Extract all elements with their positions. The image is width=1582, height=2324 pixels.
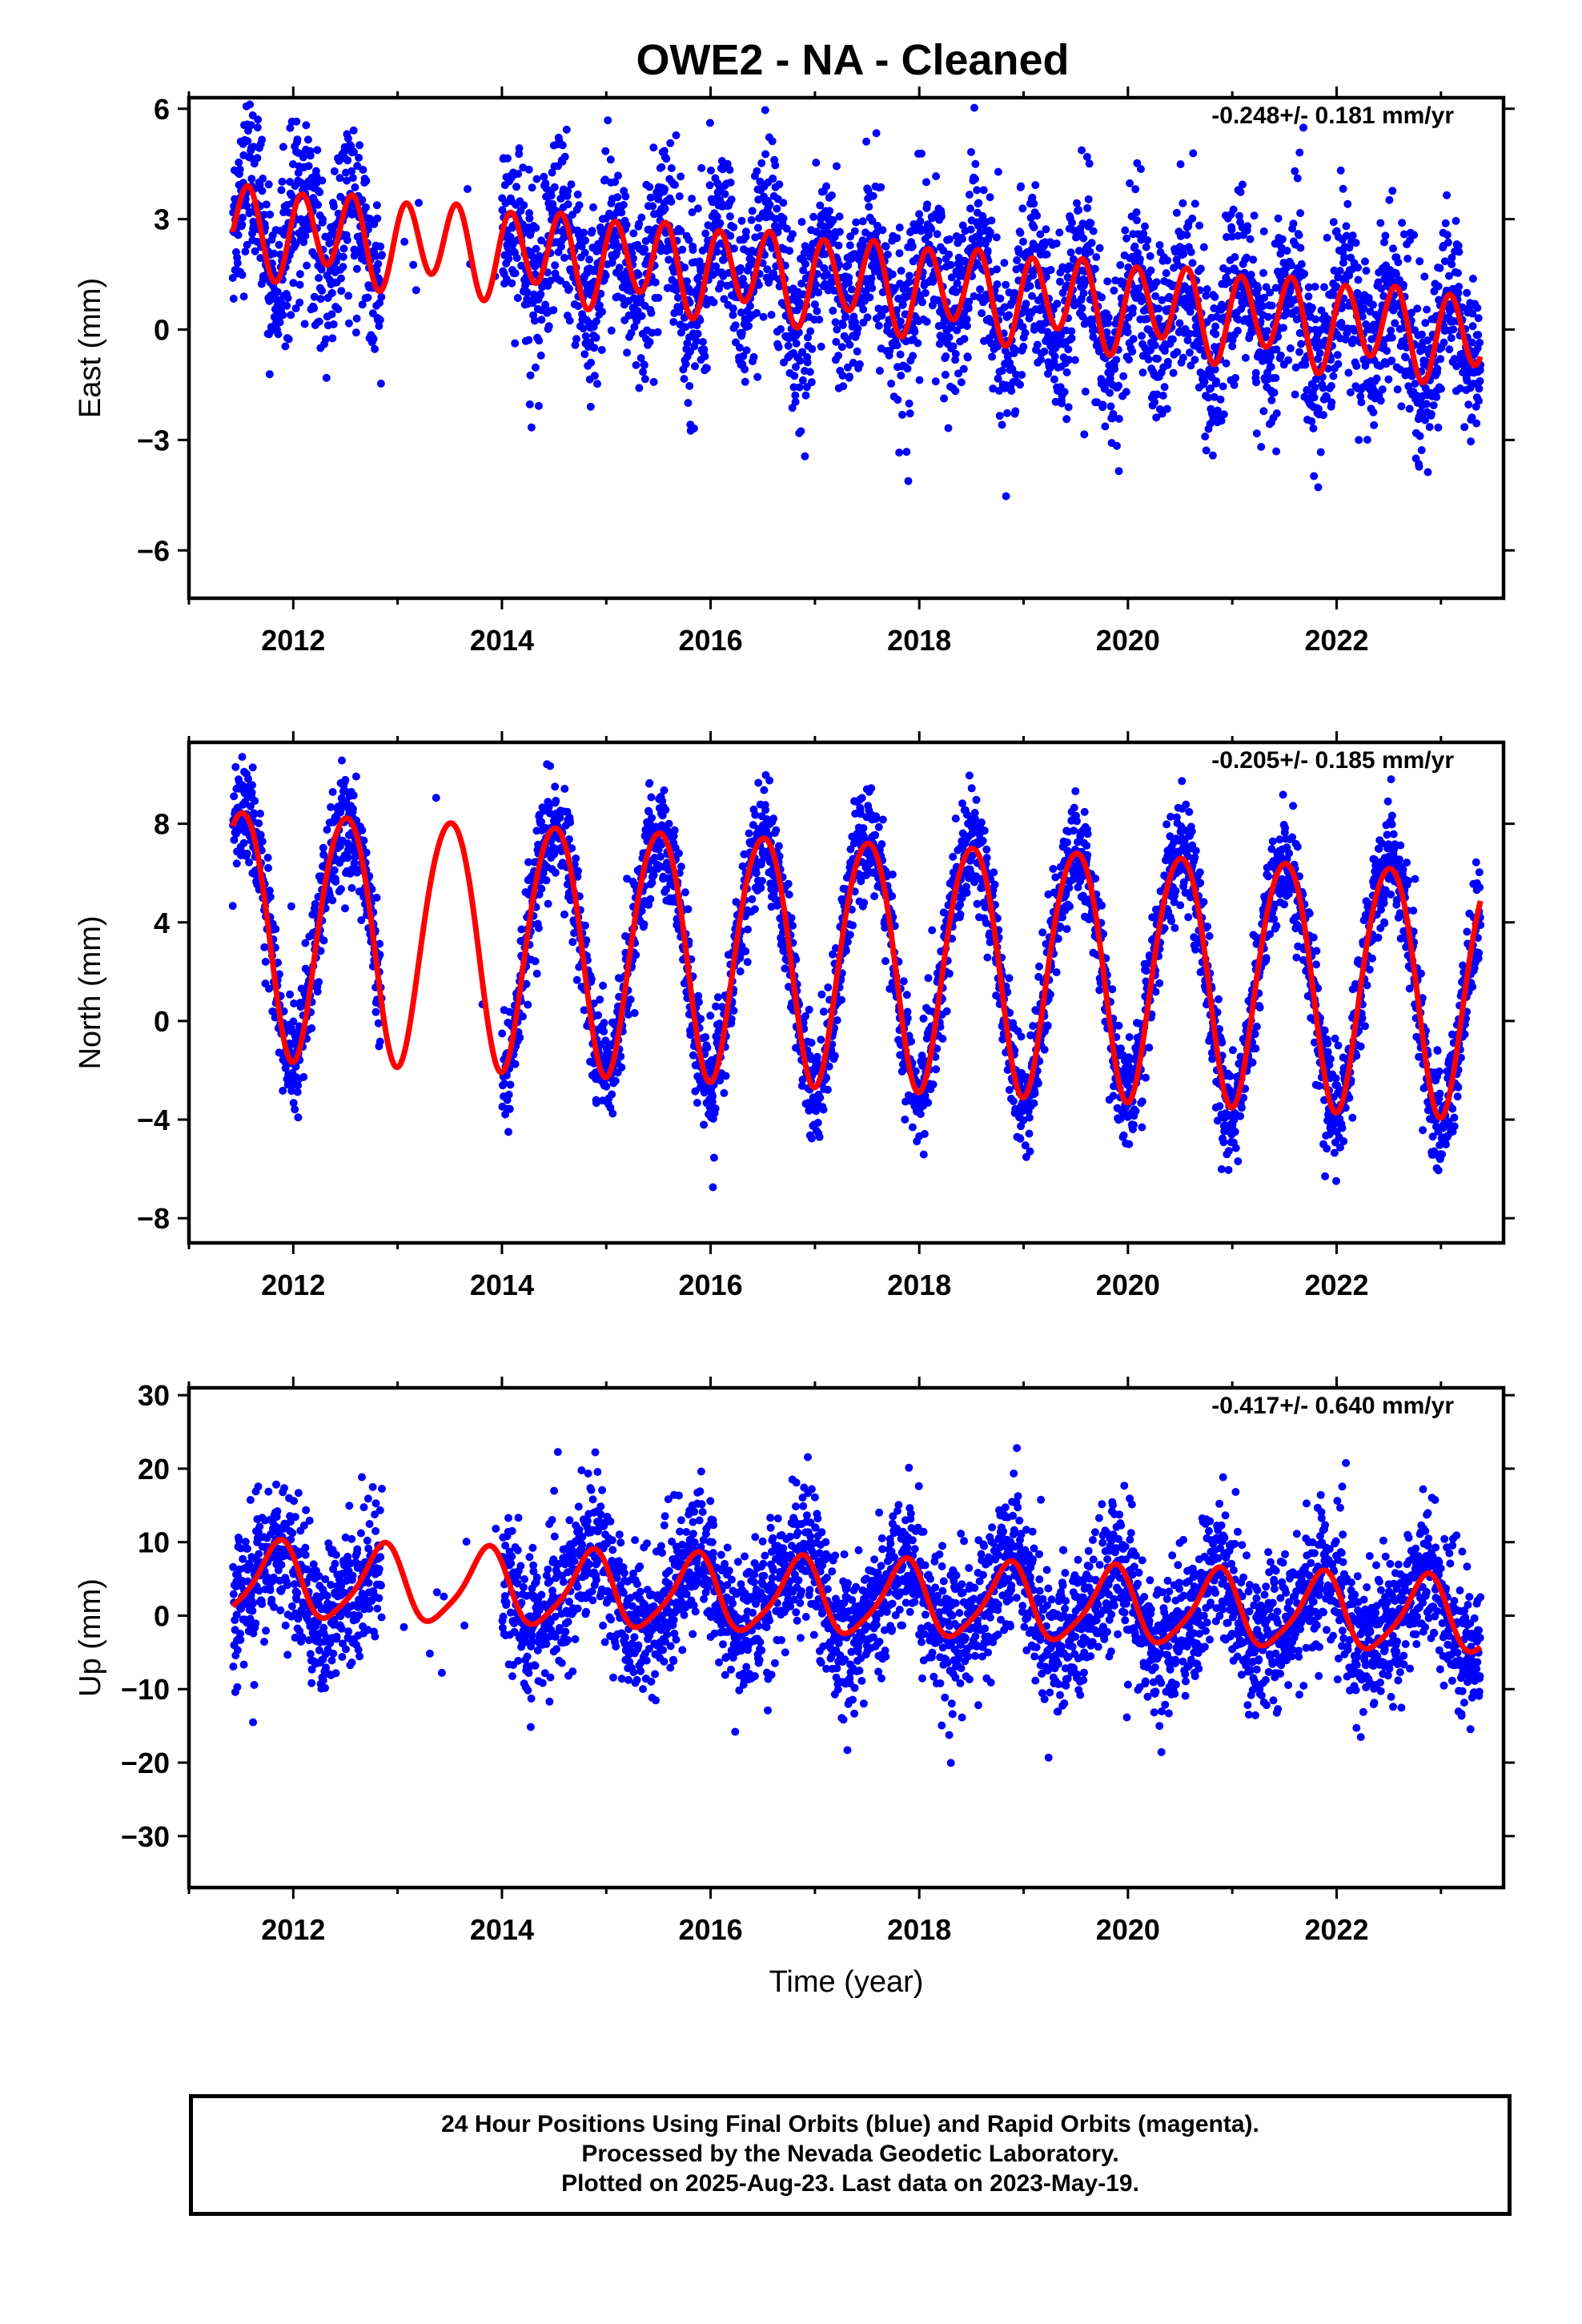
footer-line-2: Processed by the Nevada Geodetic Laborat… — [193, 2139, 1508, 2169]
y-tick-label: 0 — [154, 314, 170, 347]
rate-label: -0.248+/- 0.181 mm/yr — [1211, 103, 1454, 129]
y-tick-label: −10 — [121, 1673, 170, 1706]
y-axis-label: North (mm) — [74, 915, 107, 1069]
x-tick-label: 2022 — [1304, 1269, 1368, 1301]
x-tick-label: 2018 — [887, 1269, 951, 1301]
rate-label: -0.205+/- 0.185 mm/yr — [1211, 747, 1454, 774]
y-tick-label: 0 — [154, 1005, 170, 1038]
footer-line-1: 24 Hour Positions Using Final Orbits (bl… — [193, 2109, 1508, 2139]
x-tick-label: 2014 — [470, 624, 534, 657]
y-tick-label: 20 — [138, 1453, 170, 1486]
x-tick-label: 2012 — [261, 1269, 325, 1301]
y-tick-label: −6 — [137, 534, 170, 567]
x-tick-label: 2012 — [261, 624, 325, 657]
y-tick-label: 0 — [154, 1599, 170, 1632]
x-tick-label: 2016 — [679, 1269, 743, 1301]
y-tick-label: 6 — [154, 93, 170, 126]
x-tick-label: 2020 — [1096, 1269, 1160, 1301]
y-tick-label: −30 — [121, 1820, 170, 1853]
y-tick-label: 3 — [154, 203, 170, 236]
x-tick-label: 2014 — [470, 1269, 534, 1301]
x-tick-label: 2022 — [1304, 624, 1368, 657]
y-tick-label: −3 — [137, 424, 170, 456]
y-tick-label: −4 — [137, 1104, 170, 1136]
x-tick-label: 2018 — [887, 624, 951, 657]
x-tick-label: 2016 — [679, 624, 743, 657]
rate-label: -0.417+/- 0.640 mm/yr — [1211, 1393, 1454, 1419]
y-tick-label: 10 — [138, 1526, 170, 1559]
footer-box: 24 Hour Positions Using Final Orbits (bl… — [189, 2094, 1512, 2216]
x-tick-label: 2016 — [679, 1913, 743, 1946]
x-tick-label: 2020 — [1096, 624, 1160, 657]
panel-3: 2012 2014 2016 2018 2020 2022 −30 −20 −10 0 10 20 30… — [74, 1357, 1515, 2000]
y-axis-label: East (mm) — [74, 278, 107, 418]
y-tick-label: 4 — [154, 907, 170, 939]
x-tick-label: 2022 — [1304, 1913, 1368, 1946]
y-tick-label: 8 — [154, 808, 170, 841]
model-curve — [233, 813, 1481, 1118]
y-tick-label: −20 — [121, 1747, 170, 1779]
x-axis-label: Time (year) — [769, 1965, 924, 1999]
footer-line-3: Plotted on 2025-Aug-23. Last data on 202… — [193, 2169, 1508, 2198]
y-tick-label: −8 — [137, 1202, 170, 1235]
panel-2: 2012 2014 2016 2018 2020 2022 −8 −4 0 4 8 North (mm… — [74, 725, 1515, 1301]
x-tick-label: 2020 — [1096, 1913, 1160, 1946]
y-axis-label: Up (mm) — [74, 1578, 107, 1697]
x-tick-label: 2012 — [261, 1913, 325, 1946]
x-tick-label: 2014 — [470, 1913, 534, 1946]
x-tick-label: 2018 — [887, 1913, 951, 1946]
panel-1: 2012 2014 2016 2018 2020 2022 −6 −3 0 3 6 East (mm)… — [74, 60, 1515, 657]
y-tick-label: 30 — [138, 1379, 170, 1412]
